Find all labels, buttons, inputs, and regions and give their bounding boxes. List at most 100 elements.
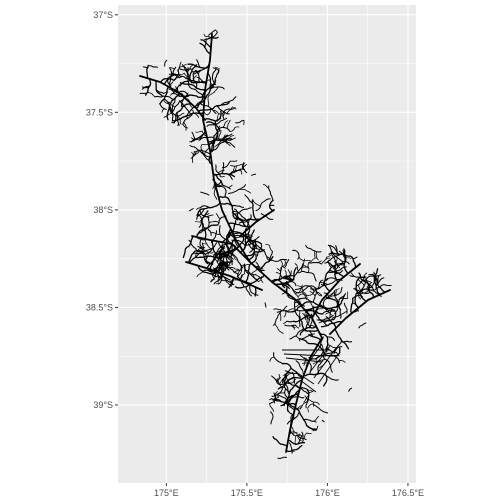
river-segment [196,207,201,210]
river-segment [154,95,175,101]
river-segment [255,198,271,212]
river-segment [269,356,275,362]
river-segment [299,325,317,336]
river-segment [307,403,314,409]
river-segment [312,305,315,316]
river-segment [185,92,189,97]
river-segment [177,115,182,125]
river-segment [230,160,238,162]
river-segment [334,328,350,350]
river-segment [183,121,187,131]
river-segment [292,249,300,260]
river-segment [225,243,234,256]
river-segment [285,444,303,453]
river-segment [308,262,322,265]
river-segment [147,92,156,98]
river-segment [292,372,295,384]
drainage-channel [317,351,341,385]
river-segment [186,100,202,116]
river-segment [231,252,243,268]
river-segment [320,256,328,265]
river-segment [208,29,217,36]
river-segment [213,86,219,93]
river-segment [306,432,312,434]
river-segment [358,322,367,329]
river-segment [286,280,300,294]
river-segment [196,202,221,217]
river-segment [321,419,325,423]
river-segment [302,372,328,387]
river-segment [239,266,244,271]
river-segment [233,232,247,238]
river-segment [199,131,206,140]
river-segment [215,213,221,220]
river-segment [169,67,175,70]
river-segment [216,105,230,115]
river-segment [323,292,331,300]
river-segment [195,83,217,110]
river-segment [270,411,274,425]
river-segment [207,95,210,107]
river-segment [287,296,306,307]
y-tick-label: 37.5°S [86,107,113,117]
river-segment [189,137,196,143]
river-segment [302,264,310,269]
river-segment [192,150,200,157]
main-channel [191,235,251,263]
river-segment [218,279,234,286]
river-segment [364,275,376,281]
river-segment [277,268,282,281]
river-segment [284,324,297,327]
river-segment [227,238,237,247]
river-segment [372,274,386,293]
river-segment [320,353,333,373]
river-segment [296,434,307,441]
river-segment [325,294,337,300]
river-segment [320,280,336,286]
river-segment [275,378,286,389]
river-segment [233,208,240,219]
river-segment [246,214,252,228]
drainage-channel [295,371,315,385]
river-segment [191,151,196,156]
river-segment [236,266,243,277]
river-segment [213,186,218,200]
river-segment [188,84,204,96]
river-segment [164,59,168,67]
river-segment [168,73,180,79]
river-segment [190,81,197,84]
river-segment [224,256,228,268]
river-segment [272,399,297,406]
river-segment [234,204,245,208]
river-segment [217,169,225,174]
river-segment [222,120,229,128]
river-segment [222,107,236,115]
river-segment [276,310,289,313]
drainage-channel [305,343,323,367]
river-segment [331,251,350,265]
river-segment [355,275,365,287]
river-segment [267,185,274,201]
river-segment [159,103,167,110]
river-segment [192,77,198,89]
river-segment [343,302,348,314]
river-segment [228,266,240,271]
river-segment [254,241,265,252]
river-segment [232,207,252,215]
river-segment [320,320,344,328]
river-segment [216,117,222,121]
river-segment [273,308,283,312]
river-segment [299,400,308,410]
river-segment [203,111,208,116]
river-segment [297,285,302,288]
river-segment [204,146,210,155]
river-segment [275,271,281,274]
river-segment [238,188,252,194]
river-segment [251,266,261,275]
river-segment [303,360,306,366]
river-segment [295,360,303,371]
river-segment [212,173,224,186]
river-segment [221,261,231,266]
river-segment [212,70,220,86]
river-segment [290,325,296,328]
